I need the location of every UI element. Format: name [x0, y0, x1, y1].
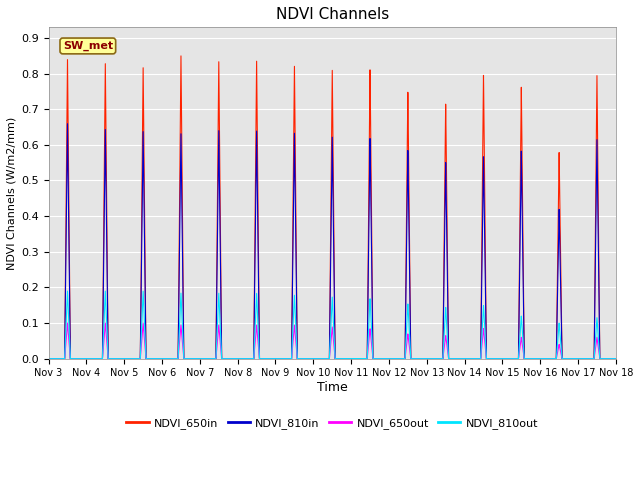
- NDVI_810in: [411, 356, 419, 361]
- Title: NDVI Channels: NDVI Channels: [276, 7, 389, 22]
- NDVI_810out: [612, 356, 620, 361]
- NDVI_650out: [160, 356, 168, 361]
- Y-axis label: NDVI Channels (W/m2/mm): NDVI Channels (W/m2/mm): [7, 116, 17, 270]
- NDVI_650in: [45, 356, 52, 361]
- NDVI_650out: [63, 320, 71, 326]
- NDVI_650in: [411, 356, 419, 361]
- NDVI_810in: [612, 356, 620, 361]
- NDVI_810in: [610, 356, 618, 361]
- X-axis label: Time: Time: [317, 381, 348, 394]
- NDVI_650out: [492, 356, 499, 361]
- NDVI_810out: [257, 356, 265, 361]
- NDVI_650in: [492, 356, 499, 361]
- NDVI_650out: [45, 356, 52, 361]
- NDVI_650in: [610, 356, 618, 361]
- Text: SW_met: SW_met: [63, 41, 113, 51]
- NDVI_810out: [160, 356, 168, 361]
- Line: NDVI_810in: NDVI_810in: [49, 124, 616, 359]
- NDVI_650out: [610, 356, 618, 361]
- NDVI_650in: [612, 356, 620, 361]
- NDVI_650in: [257, 356, 265, 361]
- NDVI_810out: [492, 356, 499, 361]
- NDVI_650in: [166, 356, 174, 361]
- NDVI_810out: [610, 356, 618, 361]
- NDVI_650out: [612, 356, 620, 361]
- Line: NDVI_650out: NDVI_650out: [49, 323, 616, 359]
- NDVI_810in: [160, 356, 168, 361]
- NDVI_810in: [492, 356, 499, 361]
- NDVI_650out: [166, 356, 174, 361]
- NDVI_810in: [63, 121, 71, 127]
- NDVI_810out: [45, 356, 52, 361]
- NDVI_810in: [45, 356, 52, 361]
- NDVI_810out: [63, 288, 71, 294]
- NDVI_810in: [257, 356, 265, 361]
- NDVI_810out: [166, 356, 174, 361]
- NDVI_810in: [166, 356, 174, 361]
- NDVI_810out: [411, 356, 419, 361]
- NDVI_650in: [177, 53, 185, 59]
- NDVI_650out: [411, 356, 419, 361]
- NDVI_650out: [257, 356, 265, 361]
- Line: NDVI_810out: NDVI_810out: [49, 291, 616, 359]
- Line: NDVI_650in: NDVI_650in: [49, 56, 616, 359]
- Legend: NDVI_650in, NDVI_810in, NDVI_650out, NDVI_810out: NDVI_650in, NDVI_810in, NDVI_650out, NDV…: [122, 414, 543, 434]
- NDVI_650in: [160, 356, 168, 361]
